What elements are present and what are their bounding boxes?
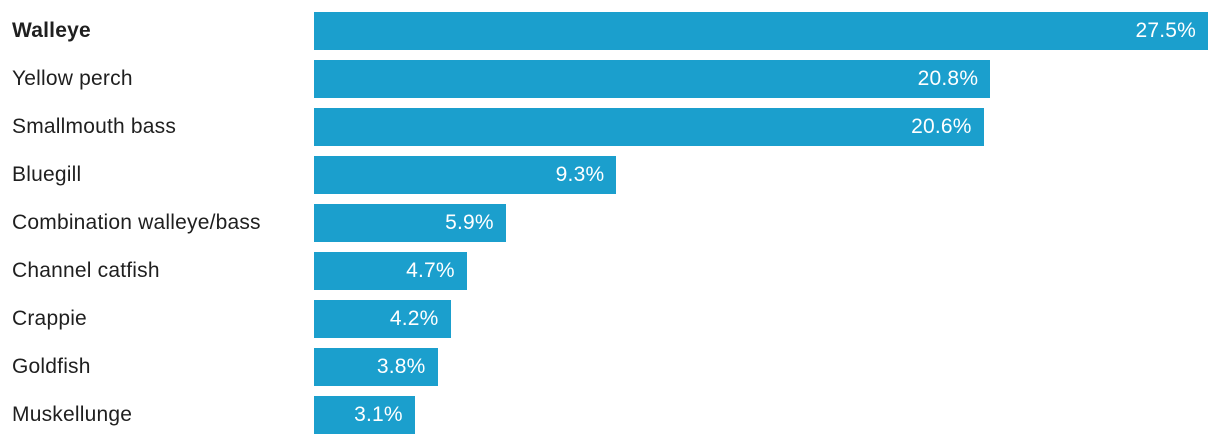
bar: 27.5% <box>314 12 1208 50</box>
bar-track: 20.6% <box>314 108 1208 146</box>
category-label: Yellow perch <box>12 67 133 90</box>
value-label: 4.7% <box>406 259 455 282</box>
bar: 20.6% <box>314 108 984 146</box>
category-label: Crappie <box>12 307 87 330</box>
category-label: Channel catfish <box>12 259 160 282</box>
value-label: 5.9% <box>445 211 494 234</box>
value-label: 27.5% <box>1135 19 1196 42</box>
bar-row: Muskellunge 3.1% <box>12 396 1208 434</box>
value-label: 20.8% <box>917 67 979 90</box>
bar-row: Bluegill 9.3% <box>12 156 1208 194</box>
bar-track: 4.2% <box>314 300 1208 338</box>
bar: 4.7% <box>314 252 467 290</box>
bar-row: Yellow perch 20.8% <box>12 60 1208 98</box>
category-label: Combination walleye/bass <box>12 211 261 234</box>
bar-track: 5.9% <box>314 204 1208 242</box>
bar: 4.2% <box>314 300 451 338</box>
category-label: Goldfish <box>12 355 91 378</box>
value-label: 3.1% <box>354 403 403 426</box>
bar-row: Crappie 4.2% <box>12 300 1208 338</box>
bar: 3.8% <box>314 348 438 386</box>
category-label: Walleye <box>12 19 91 42</box>
bar-row: Walleye 27.5% <box>12 12 1208 50</box>
bar: 9.3% <box>314 156 617 194</box>
value-label: 4.2% <box>389 307 439 330</box>
value-label: 20.6% <box>911 115 972 138</box>
bar-row: Combination walleye/bass 5.9% <box>12 204 1208 242</box>
value-label: 3.8% <box>376 355 426 378</box>
category-label: Smallmouth bass <box>12 115 177 138</box>
bar-row: Goldfish 3.8% <box>12 348 1208 386</box>
bar-track: 9.3% <box>314 156 1208 194</box>
bar-track: 27.5% <box>314 12 1208 50</box>
value-label: 9.3% <box>555 163 605 186</box>
bar: 3.1% <box>314 396 415 434</box>
bar-row: Smallmouth bass 20.6% <box>12 108 1208 146</box>
bar: 20.8% <box>314 60 991 98</box>
category-label: Muskellunge <box>12 403 133 426</box>
bar-track: 3.8% <box>314 348 1208 386</box>
category-label: Bluegill <box>12 163 82 186</box>
bar-track: 20.8% <box>314 60 1208 98</box>
bar: 5.9% <box>314 204 506 242</box>
bar-track: 4.7% <box>314 252 1208 290</box>
bar-track: 3.1% <box>314 396 1208 434</box>
bar-row: Channel catfish 4.7% <box>12 252 1208 290</box>
